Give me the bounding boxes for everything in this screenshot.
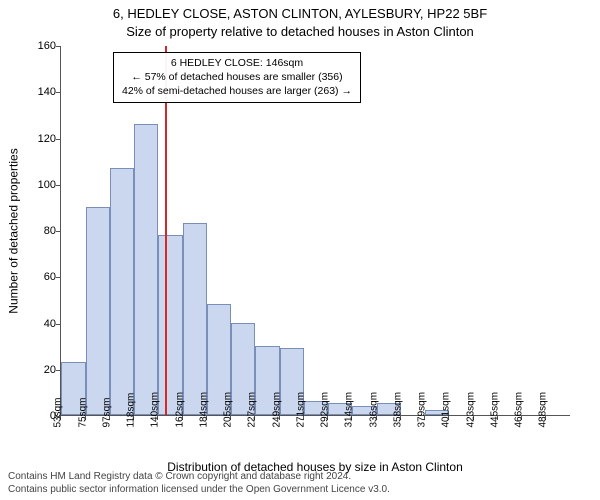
histogram-bar: [134, 124, 159, 415]
footer-attribution: Contains HM Land Registry data © Crown c…: [8, 471, 592, 496]
footer-line-1: Contains HM Land Registry data © Crown c…: [8, 471, 592, 484]
y-tick-label: 140: [34, 86, 56, 98]
y-tick-mark: [56, 370, 60, 371]
annotation-box: 6 HEDLEY CLOSE: 146sqm← 57% of detached …: [113, 52, 361, 103]
y-axis-label: Number of detached properties: [6, 46, 22, 416]
histogram-bar: [158, 235, 183, 415]
y-tick-label: 40: [34, 318, 56, 330]
annotation-line-3: 42% of semi-detached houses are larger (…: [122, 84, 352, 98]
y-tick-mark: [56, 231, 60, 232]
annotation-line-1: 6 HEDLEY CLOSE: 146sqm: [122, 56, 352, 70]
histogram-bar: [183, 223, 208, 415]
footer-line-2: Contains public sector information licen…: [8, 484, 592, 497]
chart-container: 6, HEDLEY CLOSE, ASTON CLINTON, AYLESBUR…: [0, 0, 600, 500]
y-tick-mark: [56, 139, 60, 140]
y-tick-label: 160: [34, 40, 56, 52]
y-tick-label: 80: [34, 225, 56, 237]
y-tick-label: 120: [34, 133, 56, 145]
histogram-bar: [86, 207, 111, 415]
y-tick-mark: [56, 324, 60, 325]
y-tick-mark: [56, 277, 60, 278]
chart-subtitle: Size of property relative to detached ho…: [0, 24, 600, 39]
annotation-line-2: ← 57% of detached houses are smaller (35…: [122, 70, 352, 84]
y-tick-label: 100: [34, 179, 56, 191]
plot-area: 6 HEDLEY CLOSE: 146sqm← 57% of detached …: [60, 46, 570, 416]
y-tick-label: 60: [34, 271, 56, 283]
y-tick-mark: [56, 185, 60, 186]
chart-title-address: 6, HEDLEY CLOSE, ASTON CLINTON, AYLESBUR…: [0, 6, 600, 21]
y-tick-label: 20: [34, 364, 56, 376]
y-tick-mark: [56, 46, 60, 47]
histogram-bar: [110, 168, 133, 415]
y-tick-mark: [56, 92, 60, 93]
